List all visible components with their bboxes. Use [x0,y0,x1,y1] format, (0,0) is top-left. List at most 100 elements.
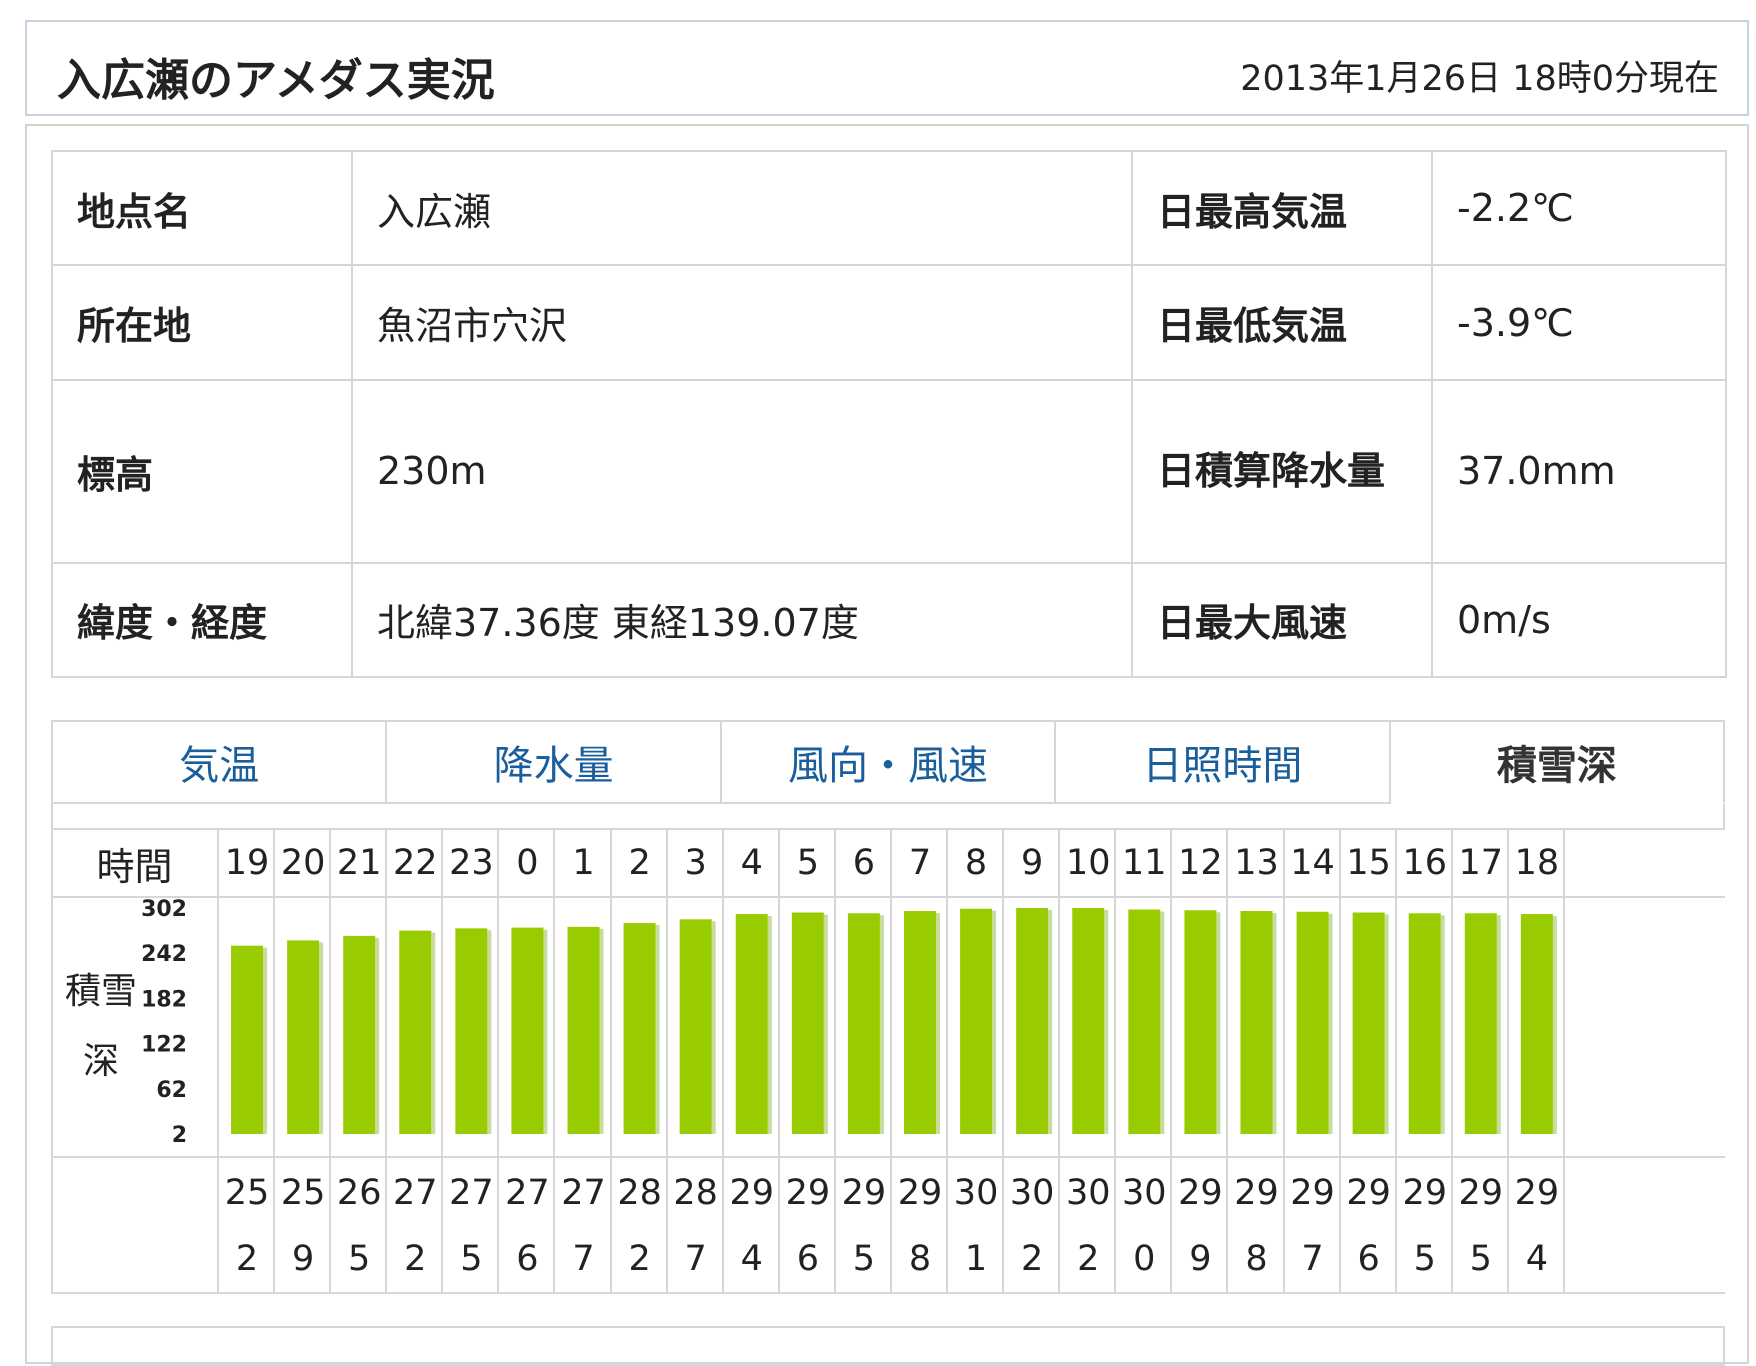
tab-wind[interactable]: 風向・風速 [721,722,1057,804]
hour-row-label: 時間 [96,844,173,889]
bar-shadow [879,915,884,1134]
bar-shadow [1384,914,1389,1134]
max-wind-value: 0m/s [1431,561,1727,679]
max-wind-label: 日最大風速 [1131,561,1433,679]
tab-snow-depth[interactable]: 積雪深 [1390,722,1726,804]
info-row: 緯度・経度 北緯37.36度 東経139.07度 日最大風速 0m/s [51,561,1727,679]
station-name-value: 入広瀬 [351,149,1133,267]
hour-cell: 19 [224,843,270,883]
snow-depth-bar [1072,908,1105,1134]
value-digits-top: 27 [393,1173,438,1213]
precipitation-value: 37.0mm [1431,378,1727,564]
column-divider [946,830,949,1294]
value-digits-top: 29 [1514,1173,1560,1213]
bar-shadow [1552,916,1557,1134]
snow-depth-bar [287,940,320,1134]
value-digits-bottom: 7 [1301,1239,1324,1279]
snow-depth-value-cell: 29 5 [1453,1160,1509,1292]
value-digits-bottom: 5 [348,1239,371,1279]
hour-cell: 21 [336,843,382,883]
info-row: 標高 230m 日積算降水量 37.0mm [51,378,1727,564]
snow-depth-bar [960,908,993,1134]
tab-sunshine[interactable]: 日照時間 [1056,722,1391,804]
page-header: 入広瀬のアメダス実況 2013年1月26日 18時0分現在 [25,20,1749,116]
bar-shadow [1160,911,1165,1134]
value-digits-bottom: 9 [291,1239,315,1279]
hour-cell: 4 [740,843,763,883]
value-digits-bottom: 7 [572,1239,595,1279]
value-digits-top: 29 [1458,1173,1504,1213]
column-divider [1114,830,1117,1294]
location-value: 魚沼市穴沢 [351,264,1133,381]
elevation-label: 標高 [51,378,353,564]
snow-depth-chart-row: 積雪深 2 62 122 182 242 302 [51,898,1725,1158]
value-digits-bottom: 9 [1189,1239,1212,1279]
bar-shadow [655,925,660,1134]
hour-cell: 12 [1178,843,1223,883]
bar-shadow [1104,910,1109,1134]
hour-cell: 23 [449,843,494,883]
snow-depth-bar [1184,910,1217,1134]
snow-depth-value-cell: 29 6 [1341,1160,1397,1292]
info-row: 地点名 入広瀬 日最高気温 -2.2℃ [51,149,1727,267]
value-digits-top: 29 [841,1173,887,1213]
tab-bar: 気温 降水量 風向・風速 日照時間 積雪深 [51,720,1726,804]
column-divider [1002,830,1005,1294]
hour-cell: 11 [1122,843,1167,883]
value-digits-top: 25 [224,1173,270,1213]
column-divider [833,830,836,1294]
snow-depth-bar [735,914,768,1134]
hour-cell: 13 [1234,843,1279,883]
coordinates-label: 緯度・経度 [51,561,353,679]
station-name-label: 地点名 [51,149,353,267]
snow-depth-value-cell: 27 7 [555,1160,611,1292]
value-digits-bottom: 2 [1077,1239,1100,1279]
bar-shadow [263,947,268,1134]
tab-temperature[interactable]: 気温 [53,722,388,804]
bar-shadow [936,913,940,1134]
column-divider [777,830,780,1294]
snow-depth-bar [1464,913,1497,1134]
snow-depth-label-text: 積雪深 [65,971,138,1082]
value-digits-bottom: 8 [1245,1239,1268,1279]
column-divider [1170,830,1173,1294]
value-digits-top: 27 [561,1173,606,1213]
snow-depth-bar [511,927,544,1134]
bar-shadow [319,942,324,1134]
precipitation-label: 日積算降水量 [1131,378,1433,564]
value-digits-top: 27 [449,1173,494,1213]
column-divider [553,830,556,1294]
page-title: 入広瀬のアメダス実況 [57,55,495,106]
y-tick-label: 302 [141,898,187,922]
snow-depth-bar [1296,911,1329,1134]
hour-cell: 17 [1458,843,1504,883]
bar-shadow [599,928,604,1134]
snow-depth-value-cell: 27 2 [387,1160,443,1292]
value-digits-top: 30 [1122,1173,1167,1213]
min-temp-value: -3.9℃ [1431,264,1727,381]
snow-depth-bar-chart: 2 62 122 182 242 302 [141,898,1557,1148]
value-digits-bottom: 6 [796,1239,819,1279]
y-tick-label: 62 [156,1078,187,1103]
hour-cell: 1 [572,843,595,883]
column-divider [1226,830,1229,1294]
snow-depth-value-cell: 29 8 [1228,1160,1284,1292]
tab-precipitation[interactable]: 降水量 [387,722,722,804]
column-divider [609,830,612,1294]
column-divider [1506,830,1509,1294]
table-left-border [51,830,53,1294]
snow-depth-value-cell: 30 1 [948,1160,1004,1292]
value-digits-top: 27 [505,1173,550,1213]
snow-depth-value-cell: 29 7 [1285,1160,1341,1292]
snow-depth-row-label: 積雪深 [51,898,151,1156]
snow-depth-value-cell: 29 4 [724,1160,780,1292]
column-divider [889,830,892,1294]
snow-depth-value-cell: 29 5 [1397,1160,1453,1292]
bar-shadow [992,910,997,1134]
column-divider [385,830,388,1294]
value-digits-bottom: 5 [852,1239,876,1279]
bar-shadow [711,921,716,1134]
snow-depth-value-cell: 29 4 [1509,1160,1565,1292]
column-divider [1450,830,1453,1294]
next-section-box [51,1326,1725,1366]
